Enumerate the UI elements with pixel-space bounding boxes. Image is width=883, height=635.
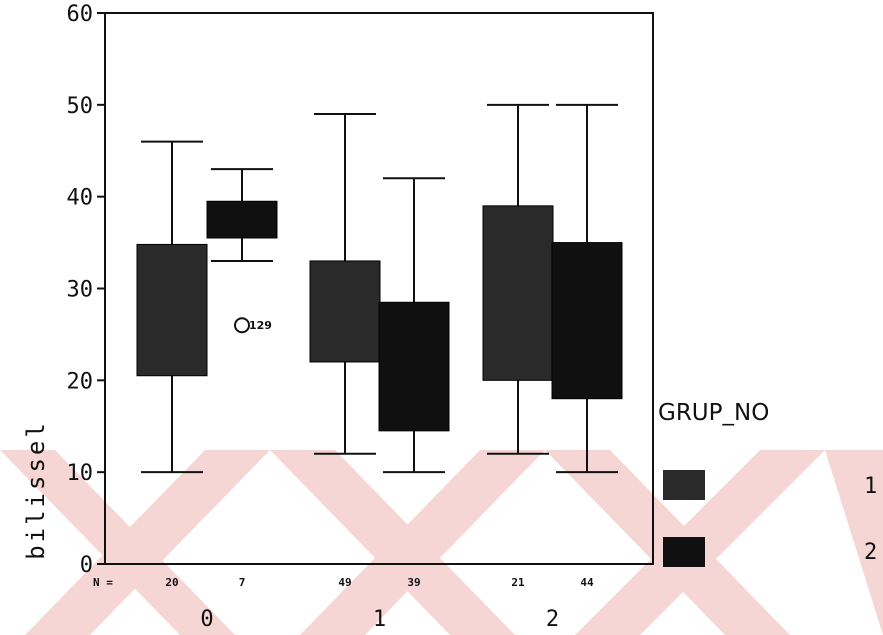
box-group	[206, 168, 278, 262]
outlier-label: 129	[249, 319, 272, 332]
box-group	[482, 103, 554, 455]
box	[378, 301, 450, 432]
box	[482, 205, 554, 381]
y-tick-label: 50	[67, 94, 94, 119]
box	[206, 200, 278, 239]
y-tick-label: 60	[67, 2, 94, 27]
n-label: 44	[580, 576, 594, 589]
box-group	[309, 113, 381, 455]
n-label: 49	[338, 576, 351, 589]
box-group	[378, 177, 450, 474]
legend-title: GRUP_NO	[658, 400, 769, 426]
legend: GRUP_NO 1 2	[658, 400, 877, 567]
y-tick-label: 40	[67, 186, 94, 211]
watermark-shape	[25, 450, 270, 635]
y-axis-label: bilissel	[22, 420, 50, 560]
box	[136, 243, 208, 377]
watermark-shape	[300, 450, 545, 635]
y-axis: 0 10 20 30 40 50 60	[67, 2, 105, 578]
legend-label: 2	[864, 540, 877, 565]
legend-swatch	[663, 470, 705, 500]
n-label: 7	[239, 576, 246, 589]
boxes: 129	[136, 103, 623, 474]
category-label: 2	[546, 607, 559, 632]
y-tick-label: 10	[67, 461, 94, 486]
n-label: 21	[511, 576, 525, 589]
n-label: 20	[165, 576, 178, 589]
y-tick-label: 20	[67, 369, 94, 394]
legend-label: 1	[864, 474, 877, 499]
box	[309, 260, 381, 363]
legend-swatch	[663, 537, 705, 567]
watermark	[0, 450, 883, 635]
category-label: 1	[373, 607, 386, 632]
box	[551, 242, 623, 400]
outlier-point	[234, 317, 250, 334]
box-group	[136, 140, 208, 474]
box-group	[551, 103, 623, 474]
watermark-shape	[825, 450, 883, 635]
n-labels: 20 49 21 7 39 44	[165, 576, 594, 589]
y-tick-label: 0	[80, 553, 93, 578]
n-label: 39	[407, 576, 420, 589]
n-prefix: N =	[93, 576, 113, 589]
category-label: 0	[200, 607, 213, 632]
y-tick-label: 30	[67, 278, 94, 303]
x-axis: 0 1 2	[200, 607, 559, 632]
